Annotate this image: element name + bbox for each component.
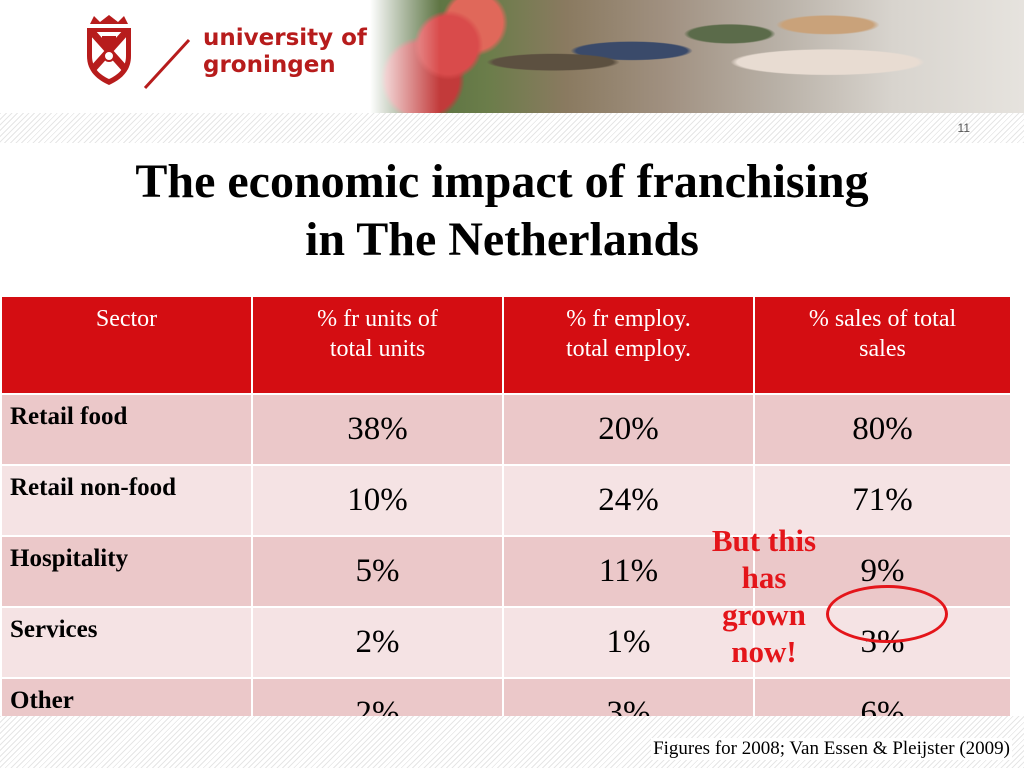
sector-cell: Services bbox=[0, 606, 253, 679]
sales-cell: 3% bbox=[753, 606, 1012, 679]
units-cell: 5% bbox=[251, 535, 504, 608]
sector-cell: Hospitality bbox=[0, 535, 253, 608]
students-photo bbox=[370, 0, 1024, 113]
university-crest-icon bbox=[87, 15, 131, 85]
employ-cell: 24% bbox=[502, 464, 755, 537]
table-header-row: Sector % fr units of total units % fr em… bbox=[0, 295, 1012, 395]
employ-cell: 11% bbox=[502, 535, 755, 608]
photo-fade bbox=[370, 0, 440, 113]
table-row: Hospitality 5% 11% 9% bbox=[0, 535, 1012, 608]
logo-divider-icon bbox=[143, 38, 191, 90]
table-row: Services 2% 1% 3% bbox=[0, 606, 1012, 679]
source-citation: Figures for 2008; Van Essen & Pleijster … bbox=[651, 738, 1012, 760]
table-row: Retail non-food 10% 24% 71% bbox=[0, 464, 1012, 537]
employ-cell: 1% bbox=[502, 606, 755, 679]
highlight-circle bbox=[826, 585, 948, 643]
logo-line-1: university of bbox=[203, 25, 367, 51]
annotation-line: now! bbox=[731, 634, 797, 669]
annotation-line: But this bbox=[711, 523, 817, 558]
table-row: Retail food 38% 20% 80% bbox=[0, 393, 1012, 466]
units-cell: 2% bbox=[251, 606, 504, 679]
sector-cell: Retail non-food bbox=[0, 464, 253, 537]
units-cell: 10% bbox=[251, 464, 504, 537]
column-header-employ: % fr employ. total employ. bbox=[502, 295, 755, 395]
annotation-line: grown bbox=[722, 597, 806, 632]
header-hatch bbox=[0, 113, 1024, 143]
logo-line-2: groningen bbox=[203, 52, 336, 78]
university-logo-text: university of groningen bbox=[203, 25, 367, 79]
sales-cell: 71% bbox=[753, 464, 1012, 537]
employ-cell: 20% bbox=[502, 393, 755, 466]
title-line-2: in The Netherlands bbox=[305, 213, 699, 266]
title-line-1: The economic impact of franchising bbox=[135, 155, 869, 208]
column-header-sales: % sales of total sales bbox=[753, 295, 1012, 395]
column-header-sector: Sector bbox=[0, 295, 253, 395]
sector-cell: Retail food bbox=[0, 393, 253, 466]
sales-cell: 80% bbox=[753, 393, 1012, 466]
franchise-impact-table: Sector % fr units of total units % fr em… bbox=[0, 295, 1012, 750]
annotation-line: has bbox=[741, 560, 787, 595]
units-cell: 38% bbox=[251, 393, 504, 466]
column-header-units: % fr units of total units bbox=[251, 295, 504, 395]
growth-annotation: But this has grown now! bbox=[688, 522, 840, 670]
header-banner: university of groningen bbox=[0, 0, 1024, 113]
slide-title: The economic impact of franchising in Th… bbox=[0, 153, 1004, 269]
slide-number: 11 bbox=[957, 121, 970, 135]
